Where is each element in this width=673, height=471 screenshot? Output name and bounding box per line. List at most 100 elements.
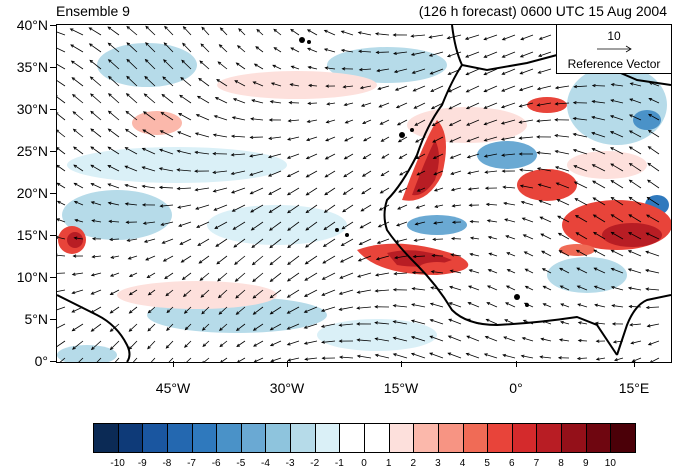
wind-vector xyxy=(126,93,138,104)
wind-vector xyxy=(71,306,84,313)
wind-vector-head xyxy=(166,327,170,331)
wind-vector-head xyxy=(361,190,366,195)
wind-vector-head xyxy=(252,295,257,299)
wind-vector xyxy=(201,26,210,36)
wind-vector xyxy=(484,119,498,125)
colorbar-tick-label: -5 xyxy=(236,458,246,469)
wind-vector-head xyxy=(536,103,541,107)
wind-vector xyxy=(504,218,516,223)
wind-vector xyxy=(217,272,228,282)
wind-vector-head xyxy=(487,269,492,273)
wind-vector xyxy=(269,204,282,213)
wind-vector-head xyxy=(628,304,633,309)
wind-vector xyxy=(430,85,444,92)
wind-vector xyxy=(304,340,318,345)
wind-vector-head xyxy=(338,323,343,327)
wind-vector-head xyxy=(539,355,544,359)
wind-vector-head xyxy=(143,93,148,97)
wind-vector-head xyxy=(250,227,255,231)
wind-vector-head xyxy=(125,110,130,115)
wind-vector-head xyxy=(378,104,383,108)
wind-vector-head xyxy=(324,66,329,70)
wind-vector xyxy=(505,235,516,240)
colorbar-cell xyxy=(339,423,365,453)
wind-vector-head xyxy=(90,164,95,168)
wind-vector-head xyxy=(574,198,579,202)
wind-vector xyxy=(414,119,426,126)
wind-vector xyxy=(254,63,264,70)
wind-vector xyxy=(324,48,336,53)
wind-vector xyxy=(339,356,354,359)
wind-vector xyxy=(287,357,300,361)
wind-vector xyxy=(612,305,624,308)
wind-vector-head xyxy=(342,208,346,213)
wind-vector xyxy=(448,68,462,75)
wind-vector xyxy=(557,199,570,206)
wind-vector xyxy=(90,164,102,172)
wind-vector xyxy=(73,146,84,155)
wind-vector xyxy=(503,336,516,342)
wind-vector xyxy=(559,250,570,257)
wind-vector xyxy=(202,323,210,331)
wind-vector xyxy=(575,215,588,223)
wind-vector-head xyxy=(448,302,453,306)
wind-vector-head xyxy=(374,289,379,293)
wind-vector xyxy=(560,285,570,291)
wind-vector-head xyxy=(627,250,632,254)
wind-vector-head xyxy=(142,129,147,133)
wind-vector xyxy=(344,136,354,142)
wind-vector xyxy=(214,115,228,121)
wind-vector xyxy=(166,323,174,331)
colorbar-tick-label: -6 xyxy=(211,458,221,469)
wind-vector-head xyxy=(536,167,541,171)
wind-vector xyxy=(343,85,354,88)
wind-vector xyxy=(380,119,390,125)
wind-vector-head xyxy=(125,220,130,224)
wind-vector-head xyxy=(194,132,199,136)
wind-vector xyxy=(57,218,66,223)
wind-vector xyxy=(321,340,336,343)
wind-vector-head xyxy=(560,303,565,307)
wind-vector xyxy=(272,64,282,70)
wind-vector xyxy=(613,340,624,343)
wind-vector-head xyxy=(629,98,634,102)
wind-vector xyxy=(126,59,138,70)
map-plot-area xyxy=(56,24,672,363)
wind-vector xyxy=(341,49,354,53)
wind-vector xyxy=(108,76,120,87)
wind-vector-head xyxy=(361,173,366,177)
wind-vector-head xyxy=(415,205,420,209)
wind-vector xyxy=(448,352,462,359)
wind-vector-head xyxy=(466,335,471,339)
wind-vector-head xyxy=(501,153,505,157)
wind-vector xyxy=(485,336,498,342)
wind-vector xyxy=(164,42,174,53)
wind-vector xyxy=(72,94,84,104)
wind-vector-head xyxy=(627,268,632,272)
wind-vector-head xyxy=(273,47,278,51)
wind-vector-head xyxy=(411,287,416,291)
lon-tick xyxy=(634,361,635,367)
wind-vector xyxy=(576,249,588,257)
wind-vector-head xyxy=(307,47,311,51)
wind-vector-head xyxy=(57,164,60,169)
wind-vector xyxy=(537,85,552,90)
wind-vector-head xyxy=(398,155,403,159)
wind-vector xyxy=(201,306,210,315)
wind-vector-head xyxy=(611,322,616,326)
wind-vector-head xyxy=(163,42,168,46)
lat-label: 5°N xyxy=(24,311,49,327)
wind-vector xyxy=(611,231,624,240)
wind-vector xyxy=(501,102,516,108)
lat-label: 15°N xyxy=(16,227,48,243)
wind-vector-head xyxy=(394,239,399,243)
wind-vector xyxy=(256,29,264,36)
wind-vector-head xyxy=(252,327,257,331)
wind-vector xyxy=(220,27,228,36)
wind-vector xyxy=(540,356,552,359)
wind-vector-head xyxy=(320,308,325,312)
wind-vector xyxy=(287,153,300,159)
wind-vector-head xyxy=(380,172,385,177)
wind-vector xyxy=(325,170,336,178)
wind-vector xyxy=(308,84,318,87)
